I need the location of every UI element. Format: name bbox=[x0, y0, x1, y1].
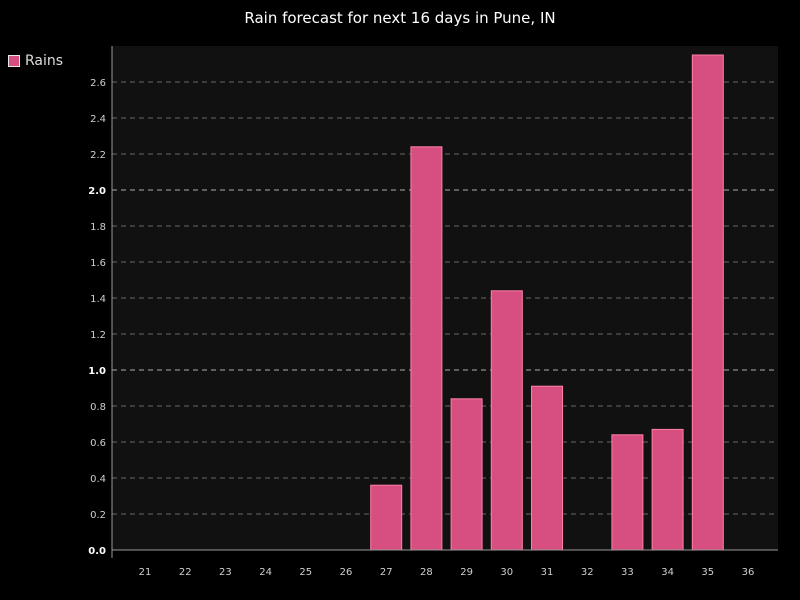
y-tick-label: 1.4 bbox=[90, 294, 106, 305]
bars bbox=[370, 54, 724, 551]
bar bbox=[611, 434, 644, 551]
x-tick-label: 34 bbox=[661, 567, 674, 578]
y-tick-label: 0.2 bbox=[90, 510, 106, 521]
y-tick-label: 0.8 bbox=[90, 402, 106, 413]
bar bbox=[410, 146, 443, 551]
y-tick-label: 1.8 bbox=[90, 222, 106, 233]
grid bbox=[112, 81, 778, 515]
x-tick-label: 35 bbox=[701, 567, 714, 578]
bar bbox=[531, 385, 563, 551]
legend-label: Rains bbox=[25, 53, 64, 69]
y-tick-label: 1.0 bbox=[88, 366, 106, 377]
y-tick-label: 1.6 bbox=[90, 258, 106, 269]
x-tick-label: 24 bbox=[259, 567, 272, 578]
y-tick-label: 2.4 bbox=[90, 114, 106, 125]
bar bbox=[370, 484, 403, 551]
bar bbox=[651, 428, 684, 551]
y-tick-labels: 0.0 0.2 0.4 0.6 0.8 1.0 1.2 1.4 1.6 1.8 2.0 2.2 2.4 2… bbox=[88, 78, 106, 557]
y-tick-label: 0.6 bbox=[90, 438, 106, 449]
legend: Rains bbox=[8, 53, 63, 69]
x-tick-label: 21 bbox=[139, 567, 152, 578]
x-tick-label: 36 bbox=[742, 567, 755, 578]
x-tick-label: 30 bbox=[500, 567, 513, 578]
x-tick-labels: 21 22 23 24 25 26 27 28 29 30 31 32 33 34 35 36 bbox=[139, 567, 755, 578]
y-tick-label: 2.6 bbox=[90, 78, 106, 89]
x-tick-label: 25 bbox=[299, 567, 312, 578]
bar bbox=[450, 398, 483, 551]
x-tick-label: 26 bbox=[340, 567, 353, 578]
legend-swatch bbox=[8, 55, 20, 67]
y-tick-label: 2.0 bbox=[88, 186, 106, 197]
x-tick-label: 31 bbox=[541, 567, 554, 578]
x-tick-label: 23 bbox=[219, 567, 232, 578]
y-tick-label: 0.0 bbox=[88, 546, 106, 557]
x-tick-label: 29 bbox=[460, 567, 473, 578]
x-tick-label: 27 bbox=[380, 567, 393, 578]
bar bbox=[691, 54, 724, 551]
x-tick-label: 33 bbox=[621, 567, 634, 578]
x-tick-label: 22 bbox=[179, 567, 192, 578]
y-tick-label: 2.2 bbox=[90, 150, 106, 161]
chart-title: Rain forecast for next 16 days in Pune, … bbox=[244, 9, 556, 27]
x-tick-label: 32 bbox=[581, 567, 594, 578]
y-tick-label: 0.4 bbox=[90, 474, 106, 485]
y-tick-label: 1.2 bbox=[90, 330, 106, 341]
x-tick-label: 28 bbox=[420, 567, 433, 578]
bar bbox=[490, 290, 523, 551]
